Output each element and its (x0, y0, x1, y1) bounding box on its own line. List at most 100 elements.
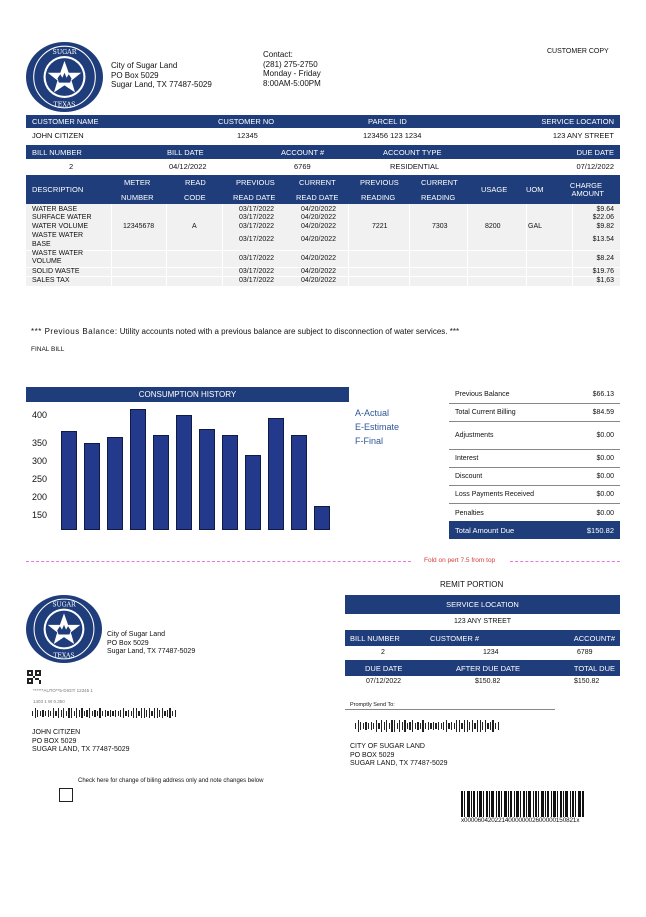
remit-bill-number-value: 2 (381, 649, 385, 656)
customer-copy-label: CUSTOMER COPY (547, 48, 609, 55)
col-meter-bottom: NUMBER (121, 193, 154, 202)
col-prev-reading-top: PREVIOUS (360, 178, 399, 187)
payment-scan-line: x000060420221400000002600000150821x (461, 817, 580, 824)
curr-read-date: 04/20/2022 (301, 236, 337, 243)
contact-days: Monday - Friday (263, 69, 321, 78)
svg-text:SUGAR: SUGAR (53, 49, 77, 56)
org-address: City of Sugar Land PO Box 5029 Sugar Lan… (111, 61, 212, 90)
curr-read-date: 04/20/2022 (301, 214, 337, 221)
consumption-chart: 400 350 300 250 200 150 (26, 402, 349, 534)
y-tick-400: 400 (32, 410, 48, 420)
previous-balance-prefix: *** Previous Balance: (31, 327, 118, 336)
charge-amount: $1,63 (596, 277, 614, 284)
col-usage: USAGE (481, 185, 508, 194)
postal-route-line: 1403 1 W 0.350 (33, 699, 65, 704)
consumption-bar (268, 418, 284, 530)
uom-value: GAL (528, 223, 543, 230)
legend-estimate: E-Estimate (355, 422, 400, 432)
consumption-bar (84, 443, 100, 530)
previous-balance-text: Utility accounts noted with a previous b… (117, 327, 460, 336)
remit-org-address: City of Sugar Land PO Box 5029 Sugar Lan… (107, 631, 195, 657)
col-curr-date-bottom: READ DATE (296, 193, 339, 202)
charge-desc-waste-water-base: WASTE WATER (32, 232, 84, 239)
svg-text:SUGAR: SUGAR (52, 602, 76, 609)
remit-header-customer-number: CUSTOMER # (430, 634, 480, 643)
remit-account-number-value: 6789 (577, 649, 593, 656)
total-amount-due-row: Total Amount Due $150.82 (449, 521, 620, 539)
prev-read-date: 03/17/2022 (239, 255, 275, 262)
summary-row-penalties: Penalties $0.00 (449, 504, 620, 522)
mailing-customer-po: PO BOX 5029 (32, 737, 77, 745)
consumption-bar (176, 415, 192, 530)
col-charge-top: CHARGE (569, 181, 602, 190)
y-tick-150: 150 (32, 510, 48, 520)
col-charge-bottom: AMOUNT (571, 189, 605, 198)
customer-name-value: JOHN CITIZEN (32, 131, 84, 140)
final-bill-label: FINAL BILL (31, 346, 65, 353)
summary-row-previous-balance: Previous Balance $66.13 (449, 386, 620, 404)
header-bill-number: BILL NUMBER (32, 147, 82, 157)
col-prev-date-bottom: READ DATE (233, 193, 276, 202)
usage-value: 8200 (485, 223, 501, 230)
col-curr-reading-top: CURRENT (421, 178, 458, 187)
summary-label: Adjustments (455, 432, 494, 439)
prev-read-date: 03/17/2022 (239, 268, 275, 275)
charge-desc-waste-water-base-2: BASE (32, 241, 51, 248)
change-address-checkbox[interactable] (59, 788, 73, 802)
consumption-bar (153, 435, 169, 530)
current-reading-value: 7303 (432, 223, 448, 230)
charge-desc-solid-waste: SOLID WASTE (32, 268, 80, 275)
remit-org-name: City of Sugar Land (107, 631, 165, 638)
header-account-type: ACCOUNT TYPE (383, 147, 442, 157)
summary-value: $0.00 (596, 455, 614, 462)
col-meter-top: METER (124, 178, 151, 187)
contact-label: Contact: (263, 50, 293, 59)
account-number-value: 6769 (294, 162, 311, 171)
charge-amount: $8.24 (596, 255, 614, 262)
customer-no-value: 12345 (237, 131, 258, 140)
col-read-bottom: CODE (184, 193, 206, 202)
summary-value: $0.00 (596, 473, 614, 480)
col-uom: UOM (526, 185, 544, 194)
contact-hours: 8:00AM-5:00PM (263, 78, 321, 88)
summary-row-discount: Discount $0.00 (449, 468, 620, 486)
send-to-name: CITY OF SUGAR LAND (350, 743, 425, 750)
service-location-value: 123 ANY STREET (552, 131, 614, 140)
org-name: City of Sugar Land (111, 61, 178, 70)
header-service-location: SERVICE LOCATION (541, 117, 614, 126)
summary-label: Total Current Billing (455, 409, 516, 416)
star-crown-seal-icon: SUGAR TEXAS (30, 43, 99, 111)
remit-total-due-value: $150.82 (574, 678, 600, 685)
charges-table-header: DESCRIPTION METER NUMBER READ CODE PREVI… (26, 175, 620, 204)
curr-read-date: 04/20/2022 (301, 277, 337, 284)
charge-amount: $13.54 (592, 236, 614, 243)
y-tick-300: 300 (32, 456, 48, 466)
prev-read-date: 03/17/2022 (239, 206, 275, 213)
svg-text:TEXAS: TEXAS (54, 101, 76, 108)
remit-values-row-1: 2 1234 6789 (345, 646, 620, 660)
remit-header-row-2: DUE DATE AFTER DUE DATE TOTAL DUE (345, 660, 620, 676)
col-read-top: READ (185, 178, 206, 187)
charge-desc-surface-water: SURFACE WATER (32, 214, 92, 221)
summary-label: Discount (455, 473, 483, 480)
charge-desc-water-volume: WATER VOLUME (32, 223, 89, 230)
remit-values-row-2: 07/12/2022 $150.82 $150.82 (345, 676, 620, 688)
col-prev-date-top: PREVIOUS (236, 178, 275, 187)
total-amount-due-value: $150.82 (586, 525, 614, 535)
header-customer-no: CUSTOMER NO (218, 117, 275, 126)
curr-read-date: 04/20/2022 (301, 255, 337, 262)
total-amount-due-label: Total Amount Due (455, 525, 515, 535)
org-city: Sugar Land, TX 77487-5029 (111, 80, 212, 89)
org-po: PO Box 5029 (111, 70, 159, 80)
svg-text:TEXAS: TEXAS (53, 653, 74, 660)
legend-final: F-Final (355, 436, 384, 446)
previous-balance-notice: *** Previous Balance: Utility accounts n… (31, 327, 459, 336)
charge-amount: $19.76 (592, 268, 614, 275)
col-curr-reading-bottom: READING (421, 193, 456, 202)
remit-after-due-date-value: $150.82 (475, 678, 501, 685)
postal-barcode-customer (32, 707, 176, 719)
remit-header-after-due-date: AFTER DUE DATE (456, 664, 521, 673)
parcel-id-value: 123456 123 1234 (363, 131, 422, 140)
send-to-po: PO BOX 5029 (350, 751, 395, 759)
fold-line-left (26, 561, 411, 562)
